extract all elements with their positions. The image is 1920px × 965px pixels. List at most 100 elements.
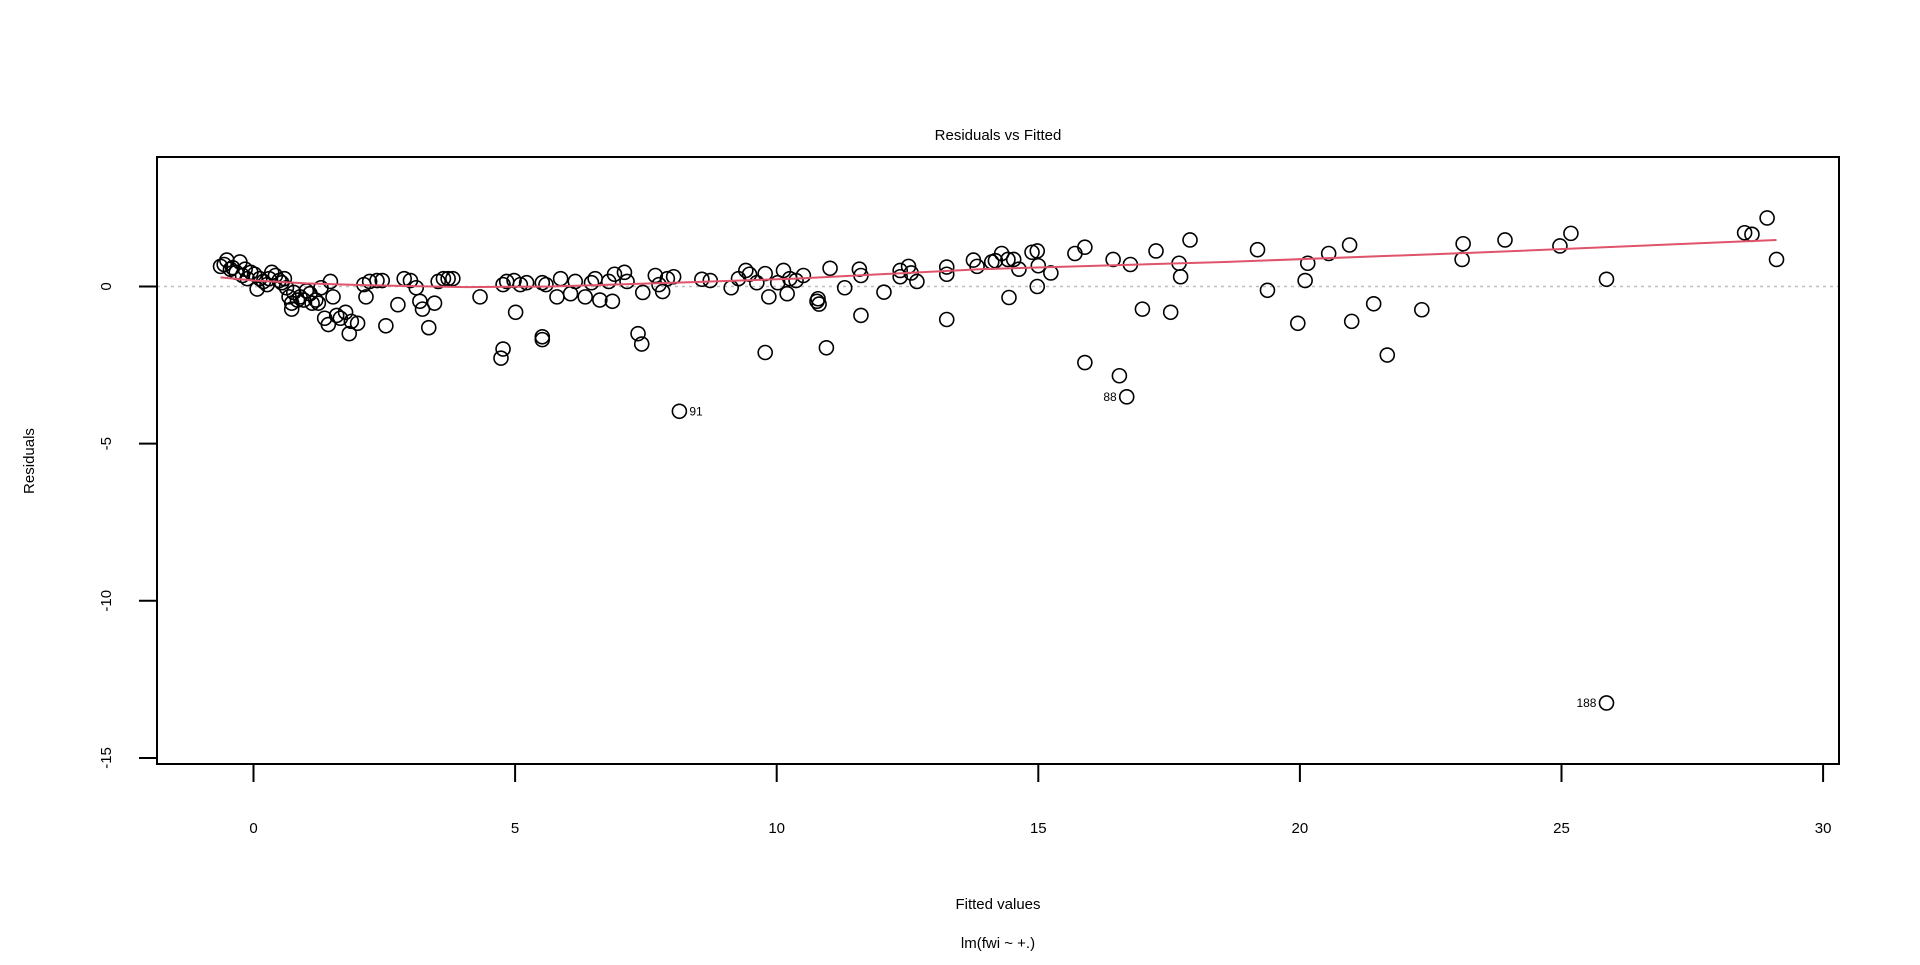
data-point bbox=[1455, 235, 1471, 252]
data-point bbox=[341, 325, 358, 342]
data-point bbox=[938, 311, 955, 328]
data-point bbox=[1043, 265, 1059, 281]
data-point bbox=[587, 270, 603, 287]
data-point bbox=[969, 258, 985, 275]
y-axis: 0 -5 -10 -15 bbox=[98, 282, 157, 769]
y-tick-label: 0 bbox=[98, 282, 115, 290]
data-point bbox=[343, 313, 360, 330]
chart-title: Residuals vs Fitted bbox=[935, 127, 1062, 144]
data-point bbox=[1000, 251, 1016, 268]
data-point bbox=[276, 270, 293, 287]
data-point bbox=[1290, 315, 1306, 332]
point-label: 88 bbox=[1103, 390, 1117, 404]
x-axis-label: Fitted values bbox=[955, 896, 1040, 913]
data-point bbox=[493, 350, 509, 366]
data-point bbox=[549, 289, 565, 305]
x-tick-label: 20 bbox=[1292, 820, 1309, 837]
data-point bbox=[349, 315, 366, 332]
data-point bbox=[495, 276, 511, 293]
data-point bbox=[1297, 272, 1313, 289]
data-point bbox=[757, 344, 773, 361]
x-tick-label: 30 bbox=[1815, 820, 1832, 837]
data-point bbox=[577, 289, 594, 305]
annotations-layer: 91 88 188 bbox=[689, 390, 1596, 710]
data-point bbox=[507, 304, 524, 321]
data-point bbox=[495, 341, 511, 357]
data-point bbox=[853, 307, 869, 324]
data-point bbox=[1259, 282, 1276, 299]
data-point bbox=[322, 273, 339, 290]
x-tick-label: 25 bbox=[1553, 820, 1570, 837]
data-point bbox=[1111, 367, 1128, 384]
data-point bbox=[1029, 278, 1046, 295]
data-point bbox=[426, 295, 443, 311]
data-point bbox=[518, 274, 535, 291]
data-point bbox=[1598, 271, 1615, 288]
data-point bbox=[616, 264, 633, 281]
x-axis: 0 5 10 15 20 25 30 bbox=[249, 764, 1831, 837]
data-point bbox=[738, 262, 754, 279]
data-point bbox=[567, 273, 584, 290]
data-point bbox=[1320, 245, 1337, 262]
data-point bbox=[665, 268, 682, 285]
y-axis-label: Residuals bbox=[21, 428, 38, 494]
data-point bbox=[1379, 347, 1396, 363]
data-point bbox=[1454, 251, 1470, 268]
data-point bbox=[320, 316, 337, 333]
y-tick-label: -5 bbox=[98, 437, 115, 450]
data-point bbox=[369, 272, 385, 289]
data-point bbox=[325, 289, 341, 305]
data-point bbox=[1414, 301, 1430, 318]
data-point bbox=[440, 270, 456, 287]
data-point bbox=[811, 296, 827, 312]
y-tick-label: -15 bbox=[98, 747, 115, 769]
data-point bbox=[1001, 289, 1017, 306]
data-point bbox=[606, 266, 623, 283]
x-tick-label: 10 bbox=[768, 820, 785, 837]
data-point bbox=[1768, 251, 1785, 268]
data-point bbox=[310, 295, 327, 311]
data-point bbox=[1365, 295, 1382, 312]
data-point bbox=[512, 276, 529, 293]
data-point bbox=[1172, 268, 1189, 285]
data-point bbox=[892, 268, 908, 285]
data-point bbox=[1162, 304, 1179, 321]
data-point bbox=[361, 273, 378, 290]
data-point bbox=[1552, 238, 1568, 254]
point-label: 91 bbox=[689, 404, 703, 418]
data-point bbox=[1759, 210, 1775, 226]
data-point bbox=[337, 304, 354, 321]
data-point bbox=[583, 274, 600, 291]
data-point bbox=[304, 295, 320, 311]
data-point bbox=[634, 284, 651, 301]
data-point bbox=[1736, 224, 1753, 241]
data-point bbox=[289, 292, 306, 308]
data-point bbox=[795, 267, 812, 284]
data-point bbox=[810, 290, 826, 307]
data-point bbox=[938, 259, 955, 275]
data-point bbox=[1077, 239, 1093, 256]
data-point bbox=[1105, 251, 1121, 268]
x-tick-label: 5 bbox=[511, 820, 519, 837]
data-point bbox=[1118, 389, 1135, 405]
chart-subtitle: lm(fwi ~ +.) bbox=[961, 935, 1035, 952]
data-point bbox=[374, 272, 391, 289]
data-point bbox=[592, 292, 608, 308]
data-point bbox=[435, 270, 452, 287]
data-point bbox=[1134, 301, 1151, 317]
x-tick-label: 15 bbox=[1030, 820, 1047, 837]
data-point bbox=[659, 270, 676, 287]
data-point bbox=[1067, 245, 1083, 262]
data-point bbox=[779, 285, 795, 302]
plot-frame bbox=[156, 156, 1840, 765]
data-point bbox=[412, 293, 428, 310]
data-point bbox=[390, 296, 406, 313]
data-point bbox=[892, 262, 908, 279]
data-point bbox=[1077, 354, 1093, 371]
data-point bbox=[818, 339, 835, 356]
data-point bbox=[633, 336, 650, 352]
data-point bbox=[1030, 257, 1047, 274]
data-point bbox=[1249, 241, 1266, 258]
y-tick-label: -10 bbox=[98, 590, 115, 612]
